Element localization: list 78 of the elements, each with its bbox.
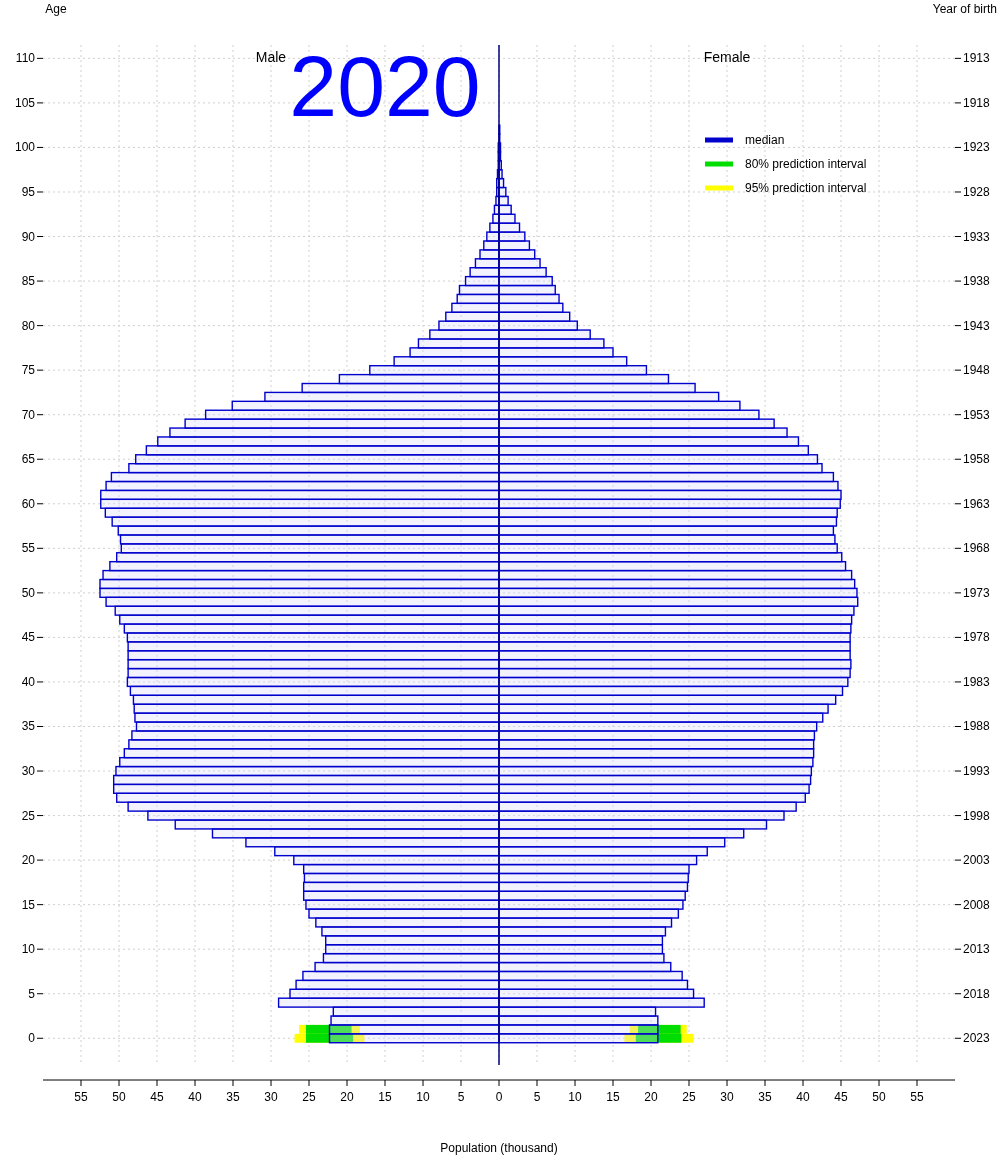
x-tick-label: 30 — [720, 1090, 734, 1104]
y2-tick-label: 1928 — [963, 184, 991, 199]
y-tick-label: 35 — [21, 719, 36, 734]
legend-label: median — [745, 133, 785, 147]
x-tick-label: 15 — [606, 1090, 620, 1104]
y2-tick-label: 2008 — [963, 897, 991, 912]
y2-tick-label: 2023 — [963, 1031, 991, 1046]
x-tick-label: 35 — [758, 1090, 772, 1104]
y-tick-label: 95 — [21, 184, 36, 199]
y-tick-label: 5 — [28, 986, 36, 1001]
y-tick-label: 45 — [21, 630, 36, 645]
chart-title: 2020 — [289, 38, 481, 134]
y-axis-title: Age — [45, 2, 67, 16]
y-tick-label: 20 — [21, 853, 36, 868]
y2-tick-label: 1958 — [963, 452, 991, 467]
y2-tick-label: 1943 — [963, 318, 991, 333]
x-tick-label: 45 — [834, 1090, 848, 1104]
x-tick-label: 20 — [340, 1090, 354, 1104]
y2-tick-label: 1948 — [963, 363, 991, 378]
legend-label: 95% prediction interval — [745, 181, 867, 195]
x-tick-label: 25 — [302, 1090, 316, 1104]
y-tick-label: 40 — [21, 674, 36, 689]
x-axis-title: Population (thousand) — [440, 1141, 558, 1155]
y-tick-label: 80 — [21, 318, 36, 333]
x-tick-label: 55 — [74, 1090, 88, 1104]
y-tick-label: 0 — [28, 1031, 36, 1046]
y-tick-label: 25 — [21, 808, 36, 823]
y2-tick-label: 2013 — [963, 942, 991, 957]
annotation: Female — [703, 49, 751, 65]
y-tick-label: 110 — [15, 51, 36, 66]
x-tick-label: 50 — [112, 1090, 126, 1104]
y2-axis-title: Year of birth — [932, 2, 997, 16]
x-tick-label: 35 — [226, 1090, 240, 1104]
y2-tick-label: 1913 — [963, 51, 991, 66]
x-tick-label: 45 — [150, 1090, 164, 1104]
y2-tick-label: 2003 — [963, 853, 991, 868]
y-tick-label: 30 — [21, 764, 36, 779]
y2-tick-label: 1973 — [963, 585, 991, 600]
y-tick-label: 75 — [21, 363, 36, 378]
x-tick-label: 5 — [533, 1090, 541, 1104]
x-tick-label: 0 — [495, 1090, 503, 1104]
y2-tick-label: 1933 — [963, 229, 991, 244]
x-tick-label: 40 — [188, 1090, 202, 1104]
y2-tick-label: 1993 — [963, 764, 991, 779]
y-tick-label: 10 — [21, 942, 36, 957]
x-tick-label: 15 — [378, 1090, 392, 1104]
y2-tick-label: 2018 — [963, 986, 991, 1001]
annotation: Male — [255, 49, 287, 65]
y2-tick-label: 1998 — [963, 808, 991, 823]
x-tick-label: 50 — [872, 1090, 886, 1104]
y-tick-label: 100 — [14, 140, 36, 155]
x-tick-label: 30 — [264, 1090, 278, 1104]
x-tick-label: 5 — [457, 1090, 465, 1104]
y-tick-label: 70 — [21, 407, 36, 422]
x-tick-label: 10 — [568, 1090, 582, 1104]
x-tick-label: 40 — [796, 1090, 810, 1104]
y2-tick-label: 1988 — [963, 719, 991, 734]
y-tick-label: 85 — [21, 274, 36, 289]
y-tick-label: 60 — [21, 496, 36, 511]
legend-label: 80% prediction interval — [745, 157, 867, 171]
y-tick-label: 90 — [21, 229, 36, 244]
y-tick-label: 50 — [21, 585, 36, 600]
y-tick-label: 105 — [14, 95, 36, 110]
y2-tick-label: 1978 — [963, 630, 991, 645]
y2-tick-label: 1938 — [963, 274, 991, 289]
y-tick-label: 55 — [21, 541, 36, 556]
y2-tick-label: 1923 — [963, 140, 991, 155]
x-tick-label: 20 — [644, 1090, 658, 1104]
y2-tick-label: 1968 — [963, 541, 991, 556]
y-tick-label: 65 — [21, 452, 36, 467]
y2-tick-label: 1953 — [963, 407, 991, 422]
y-tick-label: 15 — [21, 897, 36, 912]
y2-tick-label: 1963 — [963, 496, 991, 511]
y2-tick-label: 1918 — [963, 95, 991, 110]
x-tick-label: 25 — [682, 1090, 696, 1104]
y2-tick-label: 1983 — [963, 674, 991, 689]
x-tick-label: 55 — [910, 1090, 924, 1104]
x-tick-label: 10 — [416, 1090, 430, 1104]
